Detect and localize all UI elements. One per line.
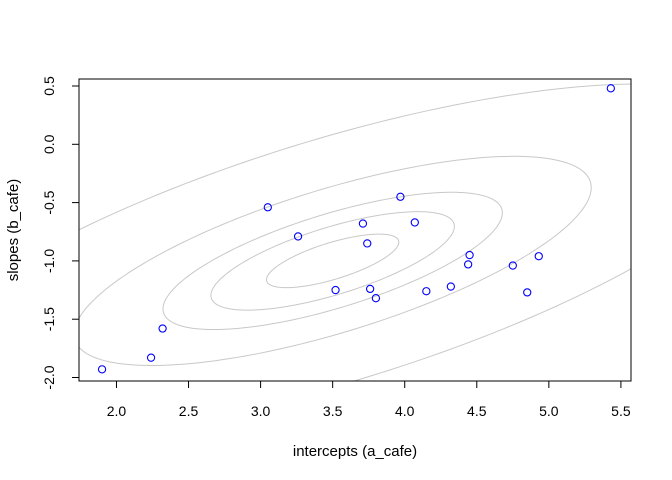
x-tick-label: 5.5	[611, 403, 631, 419]
y-tick-label: -1.5	[41, 307, 57, 331]
y-tick-label: -1.0	[41, 249, 57, 273]
contour-ellipses	[79, 83, 631, 381]
data-point-18	[523, 288, 532, 297]
data-point-15	[463, 260, 473, 269]
data-point-7	[358, 219, 368, 228]
y-tick-label: 0.5	[41, 76, 57, 96]
data-point-13	[422, 287, 431, 296]
data-point-3	[158, 324, 167, 333]
data-point-16	[465, 250, 474, 260]
contour-ellipse-5	[79, 83, 631, 381]
x-tick-label: 5.0	[539, 403, 559, 419]
data-point-12	[410, 218, 419, 227]
y-axis-title: slopes (b_cafe)	[5, 179, 22, 282]
contour-ellipse-2	[210, 211, 455, 311]
y-axis: -2.0 -1.5 -1.0 -0.5 0.0 0.5	[41, 76, 80, 390]
data-point-14	[446, 282, 455, 291]
x-axis-title: intercepts (a_cafe)	[293, 443, 417, 460]
y-tick-label: 0.0	[41, 134, 57, 154]
data-point-20	[606, 84, 615, 93]
data-point-2	[146, 353, 156, 362]
data-point-4	[263, 203, 272, 212]
data-point-19	[534, 252, 543, 261]
data-point-5	[293, 232, 303, 241]
contour-ellipse-3	[162, 191, 503, 331]
y-tick-label: -2.0	[41, 365, 57, 389]
x-tick-label: 3.5	[323, 403, 343, 419]
x-tick-label: 3.0	[251, 403, 271, 419]
x-tick-label: 2.0	[107, 403, 127, 419]
y-tick-label: -0.5	[41, 190, 57, 214]
x-tick-label: 4.0	[395, 403, 415, 419]
contour-ellipse-4	[79, 155, 592, 366]
x-tick-label: 4.5	[467, 403, 487, 419]
data-point-1	[97, 365, 107, 374]
contour-ellipse-1	[265, 233, 400, 289]
data-point-17	[508, 261, 517, 270]
plot-frame	[78, 78, 632, 382]
data-point-10	[371, 294, 381, 303]
data-point-8	[363, 239, 372, 248]
data-point-11	[396, 192, 405, 201]
data-points	[97, 84, 615, 374]
data-point-6	[331, 285, 340, 295]
data-point-9	[365, 284, 375, 294]
x-tick-label: 2.5	[179, 403, 199, 419]
x-axis: 2.0 2.5 3.0 3.5 4.0 4.5 5.0 5.5	[107, 380, 631, 419]
